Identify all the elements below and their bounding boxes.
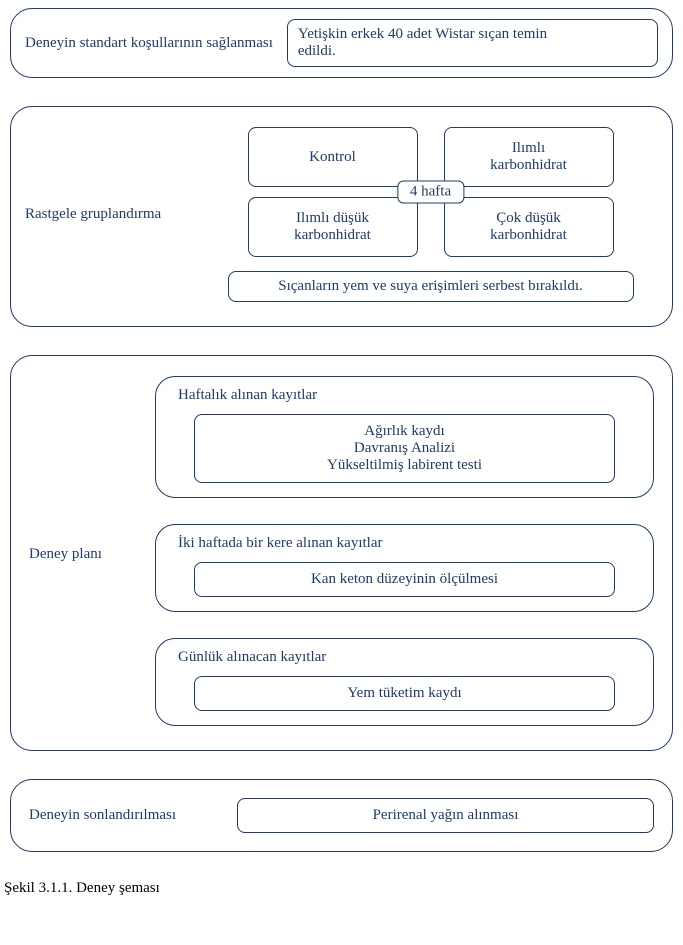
records-column: Haftalık alınan kayıtlar Ağırlık kaydı D…: [155, 376, 654, 726]
section1-label: Deneyin standart koşullarının sağlanması: [25, 35, 273, 52]
section-termination: Deneyin sonlandırılması Perirenal yağın …: [10, 779, 673, 852]
group-grid-wrap: Kontrol Ilımlı karbonhidrat Ilımlı düşük…: [203, 127, 658, 302]
cell-text: Kontrol: [309, 149, 356, 166]
group-items: Kan keton düzeyinin ölçülmesi: [194, 562, 616, 597]
row: Deneyin standart koşullarının sağlanması…: [25, 19, 658, 67]
item: Kan keton düzeyinin ölçülmesi: [205, 571, 605, 588]
group-weekly-records: Haftalık alınan kayıtlar Ağırlık kaydı D…: [155, 376, 654, 498]
figure-caption: Şekil 3.1.1. Deney şeması: [4, 880, 673, 897]
perirenal-box: Perirenal yağın alınması: [237, 798, 654, 833]
group-grid: Kontrol Ilımlı karbonhidrat Ilımlı düşük…: [203, 127, 658, 257]
section4-label: Deneyin sonlandırılması: [29, 807, 219, 824]
group-biweekly-records: İki haftada bir kere alınan kayıtlar Kan…: [155, 524, 654, 612]
section-experiment-plan: Deney planı Haftalık alınan kayıtlar Ağı…: [10, 355, 673, 751]
line: karbonhidrat: [490, 227, 567, 243]
supply-line1: Yetişkin erkek 40 adet Wistar sıçan temi…: [298, 26, 547, 42]
supply-box: Yetişkin erkek 40 adet Wistar sıçan temi…: [287, 19, 658, 67]
group-cell-mild-carb: Ilımlı karbonhidrat: [444, 127, 614, 187]
section2-label: Rastgele gruplandırma: [25, 206, 185, 223]
group-title: İki haftada bir kere alınan kayıtlar: [178, 535, 637, 552]
item: Yükseltilmiş labirent testi: [205, 457, 605, 474]
section3-label: Deney planı: [29, 376, 139, 563]
line: Çok düşük: [496, 210, 561, 226]
item: Yem tüketim kaydı: [205, 685, 605, 702]
group-title: Haftalık alınan kayıtlar: [178, 387, 637, 404]
section-random-grouping: Rastgele gruplandırma Kontrol Ilımlı kar…: [10, 106, 673, 327]
inner: Deney planı Haftalık alınan kayıtlar Ağı…: [29, 376, 654, 726]
section-standard-conditions: Deneyin standart koşullarının sağlanması…: [10, 8, 673, 78]
line: karbonhidrat: [294, 227, 371, 243]
group-daily-records: Günlük alınacan kayıtlar Yem tüketim kay…: [155, 638, 654, 726]
item: Ağırlık kaydı: [205, 423, 605, 440]
cell-text: Ilımlı karbonhidrat: [490, 140, 567, 174]
line: Ilımlı düşük: [296, 210, 369, 226]
inner: Deneyin sonlandırılması Perirenal yağın …: [29, 798, 654, 833]
group-cell-control: Kontrol: [248, 127, 418, 187]
line: Ilımlı: [512, 140, 545, 156]
line: karbonhidrat: [490, 157, 567, 173]
group-items: Ağırlık kaydı Davranış Analizi Yükseltil…: [194, 414, 616, 483]
group-cell-mild-low-carb: Ilımlı düşük karbonhidrat: [248, 197, 418, 257]
inner: Rastgele gruplandırma Kontrol Ilımlı kar…: [25, 127, 658, 302]
group-title: Günlük alınacan kayıtlar: [178, 649, 637, 666]
supply-line2: edildi.: [298, 43, 336, 59]
duration-box: 4 hafta: [397, 181, 464, 204]
item: Davranış Analizi: [205, 440, 605, 457]
group-cell-very-low-carb: Çok düşük karbonhidrat: [444, 197, 614, 257]
cell-text: Ilımlı düşük karbonhidrat: [294, 210, 371, 244]
feed-water-note: Sıçanların yem ve suya erişimleri serbes…: [228, 271, 634, 302]
cell-text: Çok düşük karbonhidrat: [490, 210, 567, 244]
group-items: Yem tüketim kaydı: [194, 676, 616, 711]
